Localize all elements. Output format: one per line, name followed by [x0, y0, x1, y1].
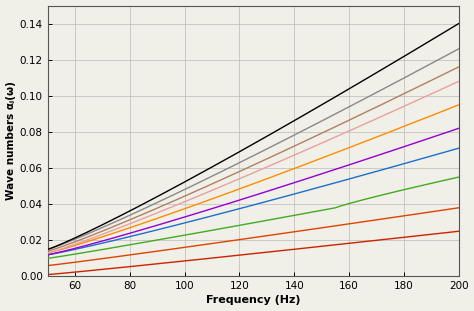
Y-axis label: Wave numbers αⱼ(ω): Wave numbers αⱼ(ω) — [6, 81, 16, 200]
X-axis label: Frequency (Hz): Frequency (Hz) — [206, 295, 301, 305]
